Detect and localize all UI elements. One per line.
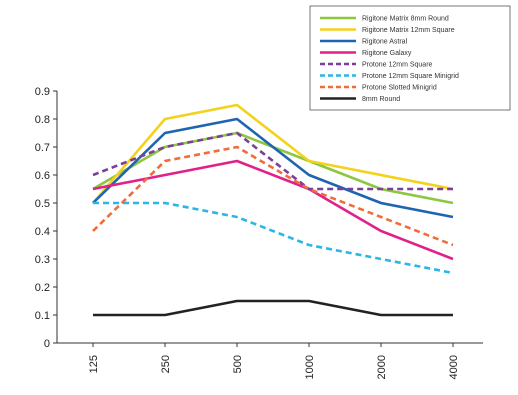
plot-lines bbox=[92, 103, 454, 317]
x-tick-label: 4000 bbox=[448, 355, 460, 379]
legend-label-7: 8mm Round bbox=[362, 96, 400, 103]
y-tick-label: 0.2 bbox=[35, 282, 50, 294]
x-tick-label: 2000 bbox=[376, 355, 388, 379]
legend-label-1: Rigitone Matrix 12mm Square bbox=[362, 27, 455, 34]
x-tick-label: 1000 bbox=[304, 355, 316, 379]
y-axis-ticks: 0 0.1 0.2 0.3 0.4 0.5 0.6 0.7 0.8 0.9 bbox=[35, 86, 57, 350]
series-line-1 bbox=[92, 103, 454, 204]
y-tick-label: 0.7 bbox=[35, 142, 50, 154]
series-line-3 bbox=[92, 159, 454, 261]
x-axis-ticks: 125 250 500 1000 2000 4000 bbox=[88, 343, 460, 379]
legend-label-5: Protone 12mm Square Minigrid bbox=[362, 73, 459, 80]
y-tick-label: 0 bbox=[44, 338, 50, 350]
legend: Rigitone Matrix 8mm Round Rigitone Matrix… bbox=[309, 5, 511, 111]
series-line-6 bbox=[92, 145, 454, 247]
x-tick-label: 500 bbox=[232, 355, 244, 373]
y-tick-label: 0.5 bbox=[35, 198, 50, 210]
series-line-7 bbox=[93, 299, 453, 317]
y-tick-label: 0.9 bbox=[35, 86, 50, 98]
y-tick-label: 0.6 bbox=[35, 170, 50, 182]
legend-label-6: Protone Slotted Minigrid bbox=[362, 85, 437, 92]
series-line-2 bbox=[92, 117, 454, 219]
y-tick-label: 0.8 bbox=[35, 114, 50, 126]
legend-box bbox=[309, 5, 511, 111]
y-tick-label: 0.3 bbox=[35, 254, 50, 266]
legend-label-3: Rigitone Galaxy bbox=[362, 50, 412, 57]
legend-label-2: Rigitone Astral bbox=[362, 39, 408, 46]
legend-label-0: Rigitone Matrix 8mm Round bbox=[362, 16, 449, 23]
series-line-5 bbox=[93, 201, 454, 275]
legend-label-4: Protone 12mm Square bbox=[362, 62, 433, 69]
y-tick-label: 0.1 bbox=[35, 310, 50, 322]
x-tick-label: 250 bbox=[160, 355, 172, 373]
axes bbox=[56, 91, 483, 344]
y-tick-label: 0.4 bbox=[35, 226, 50, 238]
series-line-4 bbox=[92, 131, 453, 191]
x-tick-label: 125 bbox=[88, 355, 100, 373]
